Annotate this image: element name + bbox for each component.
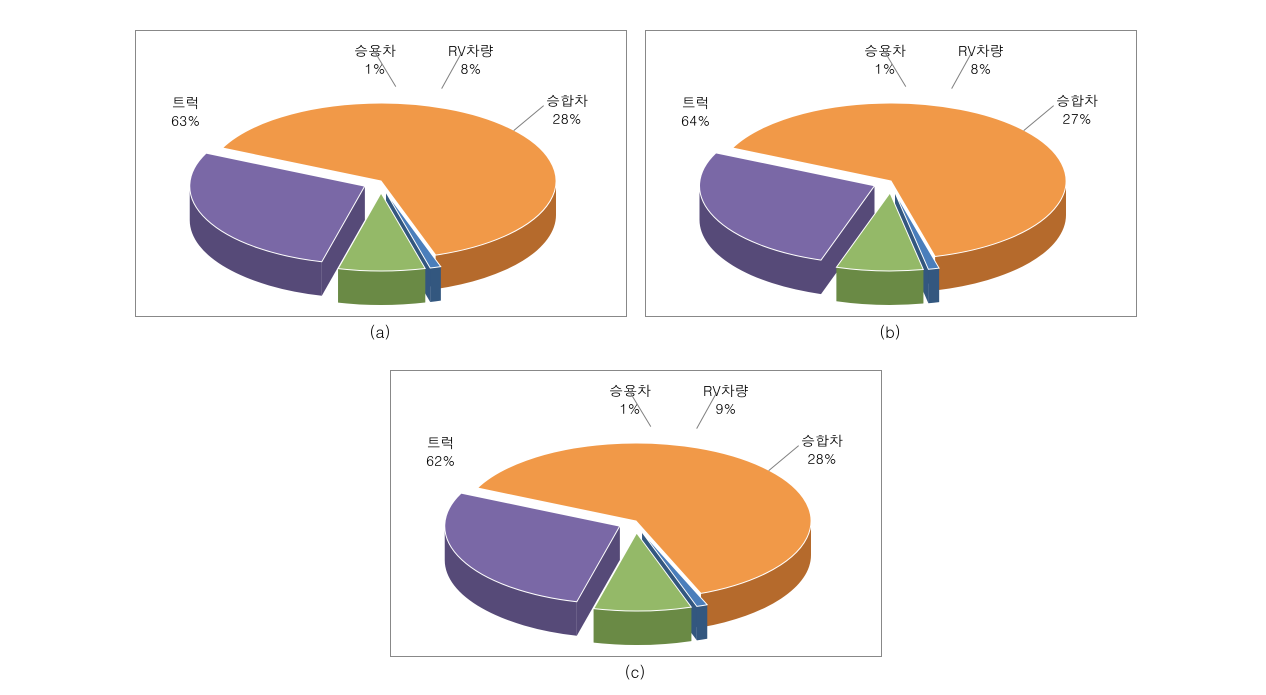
label-name: 트럭: [172, 92, 200, 112]
label-pct: 63%: [171, 110, 200, 130]
label-car-c: 승용차1%: [609, 381, 651, 417]
chart-panel-b: 트럭64% 승용차1% RV차량8% 승합차27%: [645, 30, 1137, 317]
label-pct: 9%: [715, 398, 736, 418]
label-truck-a: 트럭63%: [171, 93, 200, 129]
label-rv-a: RV차량8%: [448, 41, 494, 77]
label-name: 승용차: [864, 40, 906, 60]
label-name: RV차량: [958, 40, 1004, 60]
label-van-c: 승합차28%: [801, 431, 843, 467]
label-pct: 64%: [681, 110, 710, 130]
label-car-b: 승용차1%: [864, 41, 906, 77]
label-name: RV차량: [703, 380, 749, 400]
chart-panel-a: 트럭63% 승용차1% RV차량8% 승합차28%: [135, 30, 627, 317]
label-pct: 8%: [970, 58, 991, 78]
label-name: 승합차: [546, 90, 588, 110]
label-name: 승용차: [354, 40, 396, 60]
label-pct: 8%: [460, 58, 481, 78]
label-pct: 28%: [552, 108, 581, 128]
label-rv-b: RV차량8%: [958, 41, 1004, 77]
label-name: 트럭: [427, 432, 455, 452]
label-name: 승합차: [801, 430, 843, 450]
label-pct: 62%: [426, 450, 455, 470]
label-truck-c: 트럭62%: [426, 433, 455, 469]
label-name: 승용차: [609, 380, 651, 400]
label-name: 승합차: [1056, 90, 1098, 110]
label-pct: 1%: [365, 58, 386, 78]
label-name: 트럭: [682, 92, 710, 112]
label-truck-b: 트럭64%: [681, 93, 710, 129]
caption-a: (a): [135, 320, 625, 343]
label-van-b: 승합차27%: [1056, 91, 1098, 127]
chart-panel-c: 트럭62% 승용차1% RV차량9% 승합차28%: [390, 370, 882, 657]
label-pct: 1%: [875, 58, 896, 78]
label-car-a: 승용차1%: [354, 41, 396, 77]
label-van-a: 승합차28%: [546, 91, 588, 127]
label-pct: 1%: [620, 398, 641, 418]
label-pct: 28%: [807, 448, 836, 468]
label-rv-c: RV차량9%: [703, 381, 749, 417]
label-name: RV차량: [448, 40, 494, 60]
page: { "layout": { "page_w": 1266, "page_h": …: [0, 0, 1266, 695]
caption-c: (c): [390, 660, 880, 683]
label-pct: 27%: [1062, 108, 1091, 128]
caption-b: (b): [645, 320, 1135, 343]
